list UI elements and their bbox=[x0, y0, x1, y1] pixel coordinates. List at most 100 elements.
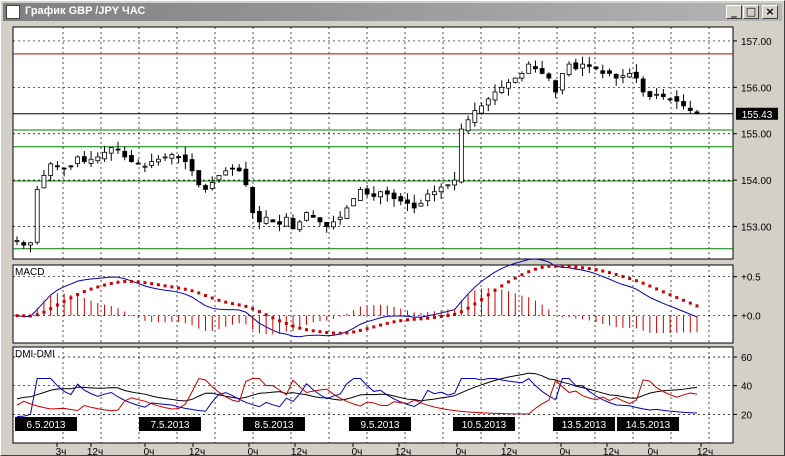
price-panel[interactable] bbox=[12, 26, 734, 260]
macd-signal-point bbox=[305, 328, 309, 332]
macd-signal-point bbox=[352, 330, 356, 334]
macd-signal-point bbox=[345, 331, 349, 335]
date-label: 6.5.2013 bbox=[27, 420, 66, 431]
date-label: 7.5.2013 bbox=[151, 420, 190, 431]
dmi-tick-label: 60 bbox=[741, 353, 753, 364]
candle-body bbox=[391, 192, 397, 200]
macd-signal-point bbox=[506, 280, 510, 284]
macd-signal-point bbox=[379, 323, 383, 327]
candle-body bbox=[277, 221, 282, 225]
hour-label: 12ч bbox=[291, 447, 307, 456]
macd-signal-point bbox=[587, 267, 591, 271]
candle-body bbox=[14, 240, 20, 242]
macd-signal-point bbox=[136, 280, 140, 284]
candle-body bbox=[492, 91, 498, 101]
candle-body bbox=[243, 168, 249, 186]
title-bar[interactable]: График GBP /JPY ЧАС _ □ × bbox=[3, 3, 782, 21]
candle-body bbox=[667, 98, 673, 101]
macd-signal-point bbox=[594, 268, 598, 272]
candle-body bbox=[573, 62, 579, 70]
hour-label: 0ч bbox=[560, 447, 571, 456]
macd-signal-point bbox=[311, 329, 315, 333]
macd-signal-point bbox=[251, 307, 255, 311]
macd-signal-point bbox=[628, 277, 632, 281]
chart-app-icon bbox=[6, 5, 20, 19]
hour-label: 12ч bbox=[395, 447, 411, 456]
dmi-tick-label: 20 bbox=[741, 410, 753, 421]
macd-signal-point bbox=[82, 290, 86, 294]
macd-signal-point bbox=[601, 269, 605, 273]
candle-body bbox=[485, 98, 491, 106]
candle-body bbox=[627, 73, 633, 78]
macd-signal-point bbox=[520, 273, 524, 277]
macd-signal-point bbox=[439, 315, 443, 319]
candle-body bbox=[526, 63, 532, 74]
candle-body bbox=[176, 156, 181, 159]
hour-label: 0ч bbox=[248, 447, 259, 456]
candle-body bbox=[499, 86, 505, 93]
candle-body bbox=[41, 175, 47, 189]
candle-body bbox=[203, 185, 208, 190]
price-tick-label: 155.00 bbox=[741, 130, 772, 141]
macd-signal-point bbox=[419, 317, 423, 321]
macd-label: MACD bbox=[15, 267, 44, 278]
candle-body bbox=[418, 202, 424, 207]
macd-signal-point bbox=[15, 314, 19, 318]
date-label: 10.5.2013 bbox=[462, 420, 507, 431]
adx-line bbox=[16, 372, 698, 402]
macd-signal-point bbox=[641, 281, 645, 285]
candle-body bbox=[290, 218, 296, 230]
candle-body bbox=[600, 70, 606, 74]
candle-body bbox=[68, 165, 74, 168]
macd-signal-point bbox=[331, 331, 335, 335]
macd-signal-point bbox=[547, 264, 551, 268]
maximize-button[interactable]: □ bbox=[743, 5, 759, 19]
macd-signal-point bbox=[432, 315, 436, 319]
macd-signal-point bbox=[358, 328, 362, 332]
candle-body bbox=[75, 156, 80, 165]
candle-body bbox=[411, 202, 417, 209]
date-label: 14.5.2013 bbox=[626, 420, 671, 431]
current-price-box bbox=[736, 107, 778, 120]
candle-body bbox=[230, 167, 235, 170]
candle-body bbox=[236, 167, 242, 172]
date-box bbox=[349, 417, 411, 431]
macd-signal-point bbox=[648, 284, 652, 288]
macd-signal-point bbox=[533, 267, 537, 271]
macd-signal-point bbox=[607, 271, 611, 275]
candle-body bbox=[297, 221, 303, 231]
candle-body bbox=[331, 221, 336, 228]
macd-signal-point bbox=[668, 293, 672, 297]
macd-signal-point bbox=[204, 293, 208, 297]
macd-signal-point bbox=[177, 286, 181, 290]
candle-body bbox=[209, 182, 215, 189]
macd-signal-point bbox=[143, 281, 147, 285]
window-title: График GBP /JPY ЧАС bbox=[25, 5, 146, 17]
candle-body bbox=[102, 151, 107, 160]
candle-body bbox=[546, 73, 552, 79]
dmi-axis: 60 40 20 bbox=[13, 353, 753, 421]
candle-body bbox=[479, 105, 484, 114]
macd-signal-point bbox=[89, 287, 93, 291]
minimize-button[interactable]: _ bbox=[726, 5, 742, 19]
macd-signal-point bbox=[109, 281, 113, 285]
close-button[interactable]: × bbox=[762, 5, 778, 19]
macd-signal-point bbox=[688, 301, 692, 305]
macd-signal-point bbox=[230, 302, 234, 306]
chart-canvas[interactable]: 157.00 156.00 155.00 154.00 153.00 155.43 MA… bbox=[1, 21, 785, 456]
macd-signal-point bbox=[513, 276, 517, 280]
hour-label: 0ч bbox=[456, 447, 467, 456]
macd-signal-point bbox=[574, 265, 578, 269]
macd-signal-point bbox=[527, 270, 531, 274]
candle-body bbox=[115, 148, 121, 151]
price-tick-label: 153.00 bbox=[741, 223, 772, 234]
candle-body bbox=[256, 211, 262, 223]
candle-body bbox=[54, 165, 60, 168]
hour-label: 12ч bbox=[87, 447, 103, 456]
macd-panel[interactable] bbox=[12, 264, 734, 344]
candle-body bbox=[122, 151, 128, 158]
candle-body bbox=[304, 212, 309, 221]
current-price-marker: 155.43 bbox=[736, 107, 778, 121]
candle-body bbox=[196, 170, 202, 186]
